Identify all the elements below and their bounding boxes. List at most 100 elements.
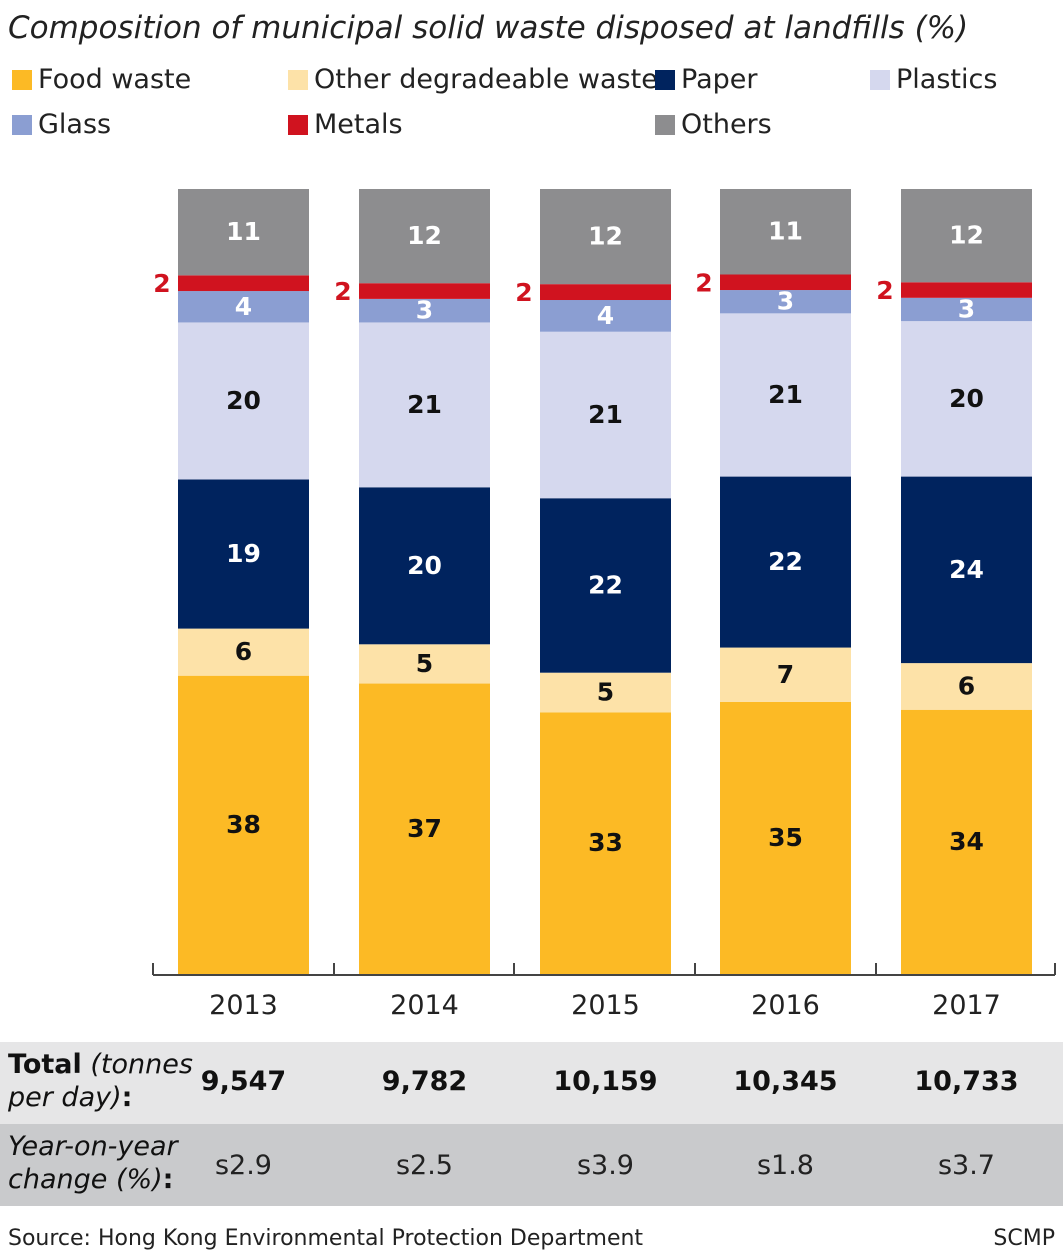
bar-others-2014 [359,189,490,284]
total-cell-2015: 10,159 [553,1066,658,1097]
bar-paper-2014 [359,487,490,645]
bar-food-2015 [540,712,671,974]
value-label-otherdeg-2014: 5 [416,649,433,678]
total-label-italic: (tonnes per day) [8,1049,193,1113]
value-label-paper-2017: 24 [949,555,984,584]
bar-plastics-2016 [720,313,851,477]
legend-swatch-paper [655,69,675,90]
bar-food-2017 [901,709,1032,974]
legend-swatch-metals [288,114,308,135]
value-label-others-2017: 12 [949,221,984,250]
x-tick-label-2013: 2013 [209,990,278,1021]
footer: Source: Hong Kong Environmental Protecti… [0,1224,1063,1254]
value-label-metals-2014: 2 [334,277,351,306]
legend-label-otherdeg: Other degradeable waste [314,64,658,95]
value-label-plastics-2016: 21 [768,380,803,409]
bar-others-2015 [540,189,671,285]
legend-item-paper: Paper [655,64,757,95]
value-label-others-2014: 12 [407,221,442,250]
bar-plastics-2013 [178,322,309,480]
legend-label-glass: Glass [38,109,112,140]
legend-label-others: Others [681,109,772,140]
value-label-metals-2013: 2 [153,269,170,298]
legend-swatch-others [655,114,675,135]
total-row: Total (tonnes per day): 9,547 9,782 10,159… [0,1042,1063,1124]
value-label-food-2014: 37 [407,814,442,843]
bar-otherdeg-2016 [720,647,851,702]
value-label-plastics-2015: 21 [588,400,623,429]
yoy-cell-2016: s1.8 [756,1150,814,1181]
total-label-colon: : [121,1082,133,1113]
legend-item-others: Others [655,109,772,140]
value-label-otherdeg-2017: 6 [958,671,975,700]
source-note: Source: Hong Kong Environmental Protecti… [8,1226,644,1251]
x-tick-label-2015: 2015 [571,990,640,1021]
total-cell-2017: 10,733 [914,1066,1019,1097]
bar-paper-2016 [720,476,851,648]
legend-item-plastics: Plastics [870,64,997,95]
value-label-metals-2015: 2 [515,278,532,307]
value-label-metals-2017: 2 [876,276,893,305]
bar-otherdeg-2017 [901,663,1032,710]
value-label-glass-2013: 4 [235,292,252,321]
value-label-glass-2015: 4 [597,301,614,330]
legend: Food waste Other degradeable waste Paper Pl… [0,0,1063,150]
bar-glass-2017 [901,297,1032,322]
value-label-food-2016: 35 [768,823,803,852]
value-label-food-2015: 33 [588,828,623,857]
x-tick-label-2014: 2014 [390,990,459,1021]
bar-food-2013 [178,675,309,974]
bar-others-2017 [901,189,1032,283]
bar-food-2016 [720,701,851,974]
x-tick-label-2016: 2016 [751,990,820,1021]
yoy-row: Year-on-year change (%): s2.9 s2.5 s3.9 s1.… [0,1124,1063,1206]
bar-paper-2013 [178,479,309,629]
x-axis: 2013 2014 2015 2016 2017 [152,963,1056,1021]
legend-swatch-food [12,69,32,90]
value-label-glass-2017: 3 [958,294,975,323]
yoy-label-colon: : [162,1164,174,1195]
bar-glass-2014 [359,298,490,323]
value-label-others-2013: 11 [226,217,261,246]
bar-glass-2015 [540,300,671,332]
legend-label-plastics: Plastics [896,64,998,95]
bar-otherdeg-2014 [359,644,490,684]
x-tick-label-2017: 2017 [932,990,1001,1021]
legend-swatch-plastics [870,69,890,90]
legend-label-food: Food waste [38,64,192,95]
value-label-metals-2016: 2 [695,268,712,297]
value-label-food-2017: 34 [949,827,984,856]
yoy-cell-2015: s3.9 [576,1150,634,1181]
value-label-otherdeg-2013: 6 [235,637,252,666]
legend-item-metals: Metals [288,109,403,140]
legend-swatch-otherdeg [288,69,308,90]
bar-paper-2015 [540,498,671,673]
stacked-bar-chart: 3861920421137520213212335222142123572221… [152,189,1056,1021]
total-cell-2016: 10,345 [733,1066,838,1097]
chart-title: Composition of municipal solid waste dis… [8,10,969,46]
value-label-paper-2013: 19 [226,539,261,568]
value-label-plastics-2013: 20 [226,386,261,415]
legend-label-metals: Metals [314,109,403,140]
bar-metals-2016 [720,274,851,291]
legend-item-food: Food waste [12,64,191,95]
bar-others-2013 [178,189,309,276]
value-label-plastics-2014: 21 [407,390,442,419]
value-label-paper-2015: 22 [588,570,623,599]
bar-metals-2014 [359,283,490,299]
bar-glass-2016 [720,290,851,314]
legend-item-otherdeg: Other degradeable waste [288,64,658,95]
bar-others-2016 [720,189,851,275]
yoy-cell-2014: s2.5 [395,1150,453,1181]
legend-swatch-glass [12,114,32,135]
value-label-paper-2016: 22 [768,547,803,576]
total-label-bold: Total [8,1049,82,1080]
value-label-otherdeg-2015: 5 [597,678,614,707]
bar-otherdeg-2015 [540,672,671,713]
yoy-label-italic: Year-on-year change (%) [8,1131,178,1195]
total-cell-2014: 9,782 [381,1066,468,1097]
bar-plastics-2017 [901,321,1032,477]
bar-metals-2017 [901,282,1032,298]
bar-plastics-2015 [540,331,671,499]
value-label-others-2016: 11 [768,217,803,246]
